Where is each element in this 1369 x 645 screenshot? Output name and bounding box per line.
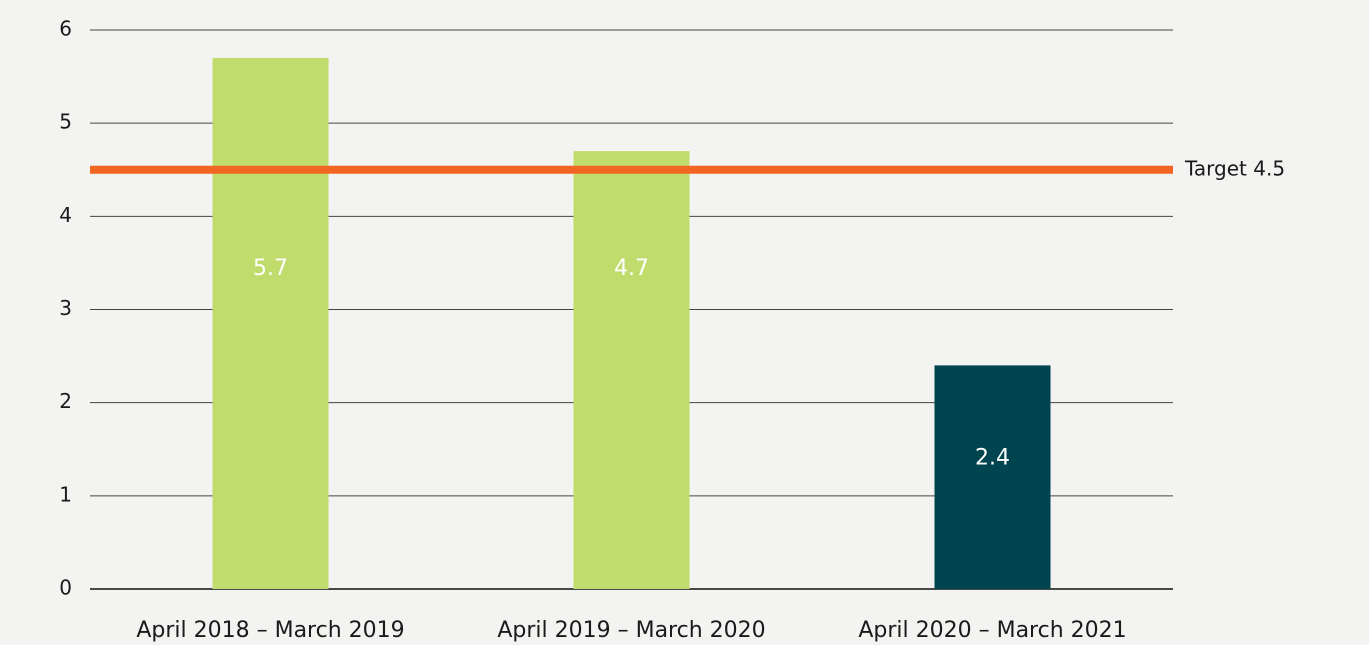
- y-tick-label: 2: [59, 389, 72, 413]
- y-tick-label: 1: [59, 482, 72, 506]
- x-tick-label: April 2019 – March 2020: [497, 618, 765, 643]
- bar: [573, 151, 690, 589]
- x-tick-label: April 2018 – March 2019: [136, 618, 404, 643]
- data-label: 2.4: [975, 445, 1010, 470]
- data-label: 4.7: [614, 256, 649, 281]
- y-tick-label: 4: [59, 203, 72, 227]
- data-label: 5.7: [253, 256, 288, 281]
- y-tick-label: 6: [59, 17, 72, 41]
- y-tick-label: 3: [59, 296, 72, 320]
- y-tick-label: 5: [59, 110, 72, 134]
- target-label: Target 4.5: [1184, 156, 1285, 180]
- bar: [934, 365, 1051, 589]
- x-tick-label: April 2020 – March 2021: [858, 618, 1126, 643]
- bar: [212, 57, 329, 589]
- y-tick-label: 0: [59, 576, 72, 600]
